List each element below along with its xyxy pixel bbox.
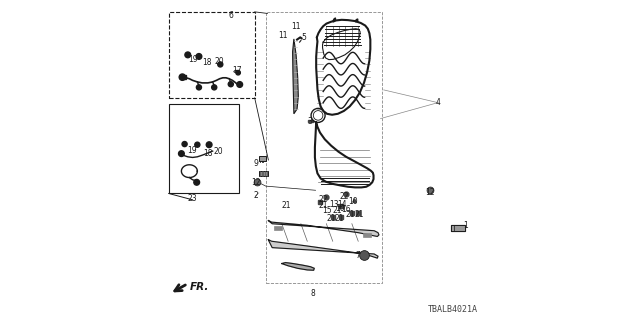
Text: 3: 3	[307, 117, 312, 126]
Text: 19: 19	[187, 146, 196, 155]
Text: 21: 21	[346, 210, 355, 219]
Circle shape	[179, 151, 184, 156]
Text: 21: 21	[355, 210, 364, 219]
Text: 6: 6	[228, 12, 233, 20]
Polygon shape	[308, 121, 313, 123]
Polygon shape	[451, 225, 465, 231]
Text: 19: 19	[188, 55, 197, 64]
Circle shape	[236, 70, 241, 75]
Text: 5: 5	[301, 33, 307, 42]
Circle shape	[196, 53, 202, 59]
Text: 15: 15	[323, 206, 332, 215]
Text: 10: 10	[348, 197, 358, 206]
Text: 21: 21	[332, 206, 342, 215]
Text: FR.: FR.	[189, 283, 209, 292]
Polygon shape	[268, 240, 378, 258]
Bar	[274, 226, 282, 230]
Text: 12: 12	[251, 178, 260, 187]
Circle shape	[237, 82, 243, 87]
Text: 2: 2	[253, 191, 258, 200]
Text: 21: 21	[326, 214, 336, 223]
Polygon shape	[268, 220, 379, 236]
Text: TBALB4021A: TBALB4021A	[428, 305, 477, 314]
Text: 10: 10	[335, 204, 345, 213]
Circle shape	[206, 142, 212, 148]
Bar	[259, 171, 268, 176]
Circle shape	[179, 74, 186, 80]
Text: 17: 17	[232, 66, 242, 75]
Text: 9: 9	[253, 159, 258, 168]
Circle shape	[182, 141, 187, 147]
Text: 21: 21	[334, 214, 344, 223]
Circle shape	[195, 142, 200, 147]
Circle shape	[196, 85, 202, 90]
Text: 12: 12	[425, 188, 435, 197]
Bar	[266, 12, 382, 283]
Text: 20: 20	[215, 57, 225, 66]
Circle shape	[185, 52, 191, 58]
Polygon shape	[282, 263, 314, 270]
Text: 20: 20	[214, 147, 223, 156]
Text: 22: 22	[319, 195, 328, 204]
Bar	[259, 156, 266, 161]
Circle shape	[212, 85, 217, 90]
Polygon shape	[292, 39, 298, 114]
Bar	[181, 75, 186, 79]
Text: 8: 8	[310, 289, 316, 298]
Text: 16: 16	[342, 205, 351, 214]
Text: 21: 21	[319, 201, 328, 210]
Text: 21: 21	[281, 201, 291, 210]
Text: 11: 11	[291, 22, 300, 31]
Text: 18: 18	[203, 149, 212, 158]
Text: 13: 13	[329, 200, 339, 209]
Text: 4: 4	[435, 98, 440, 107]
Text: 23: 23	[188, 194, 197, 203]
Text: 1: 1	[463, 221, 468, 230]
Text: 18: 18	[202, 58, 212, 67]
Text: 22: 22	[339, 192, 349, 201]
Text: 14: 14	[337, 200, 347, 209]
Bar	[169, 12, 255, 98]
Text: 11: 11	[278, 31, 288, 40]
Circle shape	[194, 180, 200, 185]
Bar	[364, 233, 371, 237]
Bar	[169, 104, 239, 194]
Circle shape	[228, 82, 234, 87]
Text: 7: 7	[356, 251, 361, 260]
Circle shape	[218, 62, 223, 67]
